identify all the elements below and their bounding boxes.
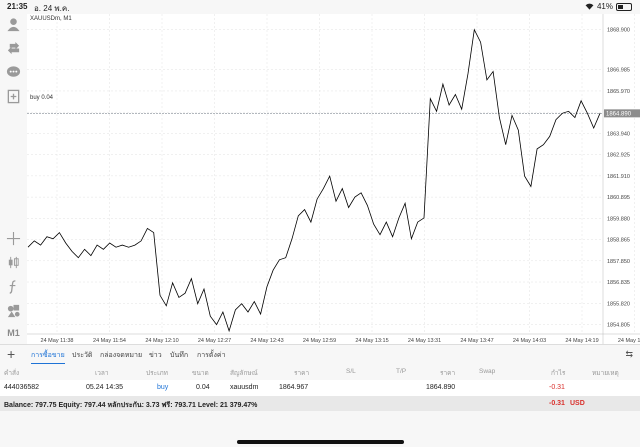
x-tick-label: 24 May 11:54 <box>93 338 126 344</box>
trade-arrows-icon[interactable] <box>5 40 22 57</box>
y-tick-label: 1861.910 <box>607 174 630 180</box>
time-axis-labels: 24 May 11:38 24 May 11:54 24 May 12:10 24 M… <box>41 338 640 344</box>
x-tick-label: 24 May 12:59 <box>303 338 336 344</box>
new-order-icon[interactable] <box>5 88 22 105</box>
battery-percent: 41% <box>596 2 613 11</box>
col-type: ประเภท <box>146 370 168 377</box>
col-sl: S/L <box>346 368 356 375</box>
battery-icon <box>616 2 632 11</box>
col-current-price: ราคา <box>440 370 456 377</box>
y-tick-label: 1856.835 <box>607 280 630 286</box>
chart-canvas[interactable]: 1868.9001866.9851865.9701864.9551863.940… <box>27 14 640 344</box>
col-order: คำสั่ง <box>4 370 20 377</box>
y-tick-label: 1859.880 <box>607 216 630 222</box>
trade-line-label: buy 0.04 <box>30 95 54 101</box>
horizontal-grid <box>27 29 603 325</box>
y-tick-label: 1862.925 <box>607 153 630 159</box>
profit-currency: USD <box>570 400 585 407</box>
tab-trade[interactable]: การซื้อขาย <box>31 352 65 364</box>
x-tick-label: 24 May 13:31 <box>408 338 441 344</box>
col-time: เวลา <box>95 370 109 377</box>
indicators-icon[interactable] <box>5 278 22 295</box>
add-icon[interactable]: + <box>7 346 16 362</box>
y-tick-label: 1858.865 <box>607 238 630 244</box>
account-summary: Balance: 797.75 Equity: 797.44 หลักประกั… <box>0 396 640 411</box>
vertical-grid <box>56 14 635 334</box>
account-icon[interactable] <box>5 16 22 33</box>
toolbox-tabs: + การซื้อขาย ประวัติ กล่องจดหมาย ข่าว บั… <box>0 344 640 364</box>
x-tick-label: 24 May 12:43 <box>250 338 283 344</box>
tab-mailbox[interactable]: กล่องจดหมาย <box>100 352 143 359</box>
left-toolbar: M1 <box>0 14 27 340</box>
status-icons: 41% <box>585 2 632 11</box>
price-axis-labels: 1868.9001866.9851865.9701864.9551863.940… <box>607 28 630 329</box>
objects-icon[interactable] <box>5 302 22 319</box>
timeframe-button[interactable]: M1 <box>7 327 20 338</box>
y-tick-label: 1860.895 <box>607 195 630 201</box>
wifi-icon <box>585 3 594 10</box>
status-bar: 21:35 อ. 24 พ.ค. 41% <box>0 0 640 14</box>
y-tick-label: 1868.900 <box>607 28 630 34</box>
balance-summary-text: Balance: 797.75 Equity: 797.44 หลักประกั… <box>4 402 258 409</box>
order-size: 0.04 <box>196 384 210 391</box>
y-tick-label: 1865.970 <box>607 89 630 95</box>
x-tick-label: 24 May 14:35 <box>618 338 640 344</box>
order-profit: -0.31 <box>549 384 565 391</box>
sort-icon[interactable]: ⇆ <box>625 349 633 359</box>
order-type: buy <box>157 384 169 391</box>
x-tick-label: 24 May 14:19 <box>565 338 598 344</box>
x-tick-label: 24 May 13:15 <box>355 338 388 344</box>
tab-news[interactable]: ข่าว <box>149 352 162 359</box>
clock: 21:35 <box>7 2 28 11</box>
order-open-price: 1864.967 <box>279 384 309 391</box>
tab-settings[interactable]: การตั้งค่า <box>197 352 226 359</box>
price-series-line <box>27 28 601 333</box>
current-price-tag <box>604 109 640 118</box>
order-current-price: 1864.890 <box>426 384 456 391</box>
tab-history[interactable]: ประวัติ <box>72 352 93 359</box>
current-price-label: 1864.890 <box>606 111 632 117</box>
crosshair-icon[interactable] <box>5 230 22 247</box>
chat-icon[interactable] <box>5 64 22 81</box>
col-price: ราคา <box>294 370 310 377</box>
tab-journal[interactable]: บันทึก <box>170 352 189 359</box>
x-tick-label: 24 May 11:38 <box>41 338 74 344</box>
col-profit: กำไร <box>551 370 566 377</box>
col-size: ขนาด <box>192 370 209 377</box>
order-symbol: xauusdm <box>230 384 259 391</box>
order-time: 05.24 14:35 <box>86 384 123 391</box>
col-symbol: สัญลักษณ์ <box>230 370 258 377</box>
price-chart[interactable]: 1868.9001866.9851865.9701864.9551863.940… <box>27 14 640 344</box>
date: อ. 24 พ.ค. <box>34 4 70 13</box>
x-tick-label: 24 May 12:10 <box>145 338 178 344</box>
x-tick-label: 24 May 14:03 <box>513 338 546 344</box>
y-tick-label: 1863.940 <box>607 131 630 137</box>
table-row[interactable]: 444036582 05.24 14:35 buy 0.04 xauusdm 1… <box>0 380 640 396</box>
col-tp: T/P <box>396 368 407 375</box>
order-id: 444036582 <box>4 384 40 391</box>
total-profit: -0.31 <box>549 400 565 407</box>
col-swap: Swap <box>479 368 496 375</box>
table-header: คำสั่ง เวลา ประเภท ขนาด สัญลักษณ์ ราคา S… <box>0 364 640 378</box>
x-tick-label: 24 May 12:27 <box>198 338 231 344</box>
x-tick-label: 24 May 13:47 <box>460 338 493 344</box>
y-tick-label: 1857.850 <box>607 259 630 265</box>
y-tick-label: 1866.985 <box>607 68 630 74</box>
candlestick-icon[interactable] <box>5 254 22 271</box>
y-tick-label: 1854.805 <box>607 322 630 328</box>
y-tick-label: 1855.820 <box>607 301 630 307</box>
col-comment: หมายเหตุ <box>592 370 619 377</box>
home-indicator <box>237 440 404 444</box>
chart-symbol-title: XAUUSDm, M1 <box>30 16 72 22</box>
